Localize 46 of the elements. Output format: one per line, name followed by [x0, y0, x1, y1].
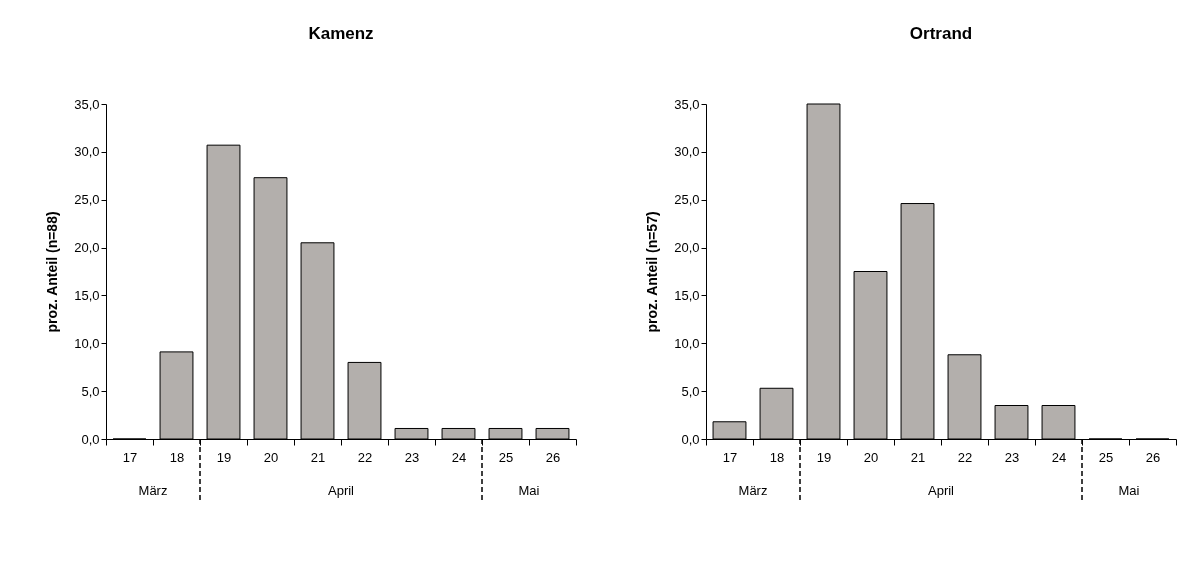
x-tick-label: 20 — [263, 449, 279, 465]
y-tick-label: 5,0 — [681, 383, 700, 399]
x-tick-label: 20 — [863, 449, 879, 465]
x-tick-label: 21 — [910, 449, 926, 465]
y-tick-label: 0,0 — [81, 431, 100, 447]
chart-title: Kamenz — [308, 24, 374, 43]
x-tick-label: 18 — [169, 449, 185, 465]
x-tick-label: 19 — [816, 449, 832, 465]
y-axis-title: proz. Anteil (n=88) — [44, 211, 61, 333]
y-tick-label: 20,0 — [674, 240, 700, 256]
text: März — [738, 483, 768, 498]
text: März — [138, 483, 168, 498]
chart-title: Ortrand — [909, 24, 973, 43]
x-tick-label: 23 — [1004, 449, 1020, 465]
x-tick-label: 17 — [722, 449, 738, 465]
y-tick-label: 20,0 — [74, 240, 100, 256]
x-tick-label: 25 — [498, 449, 514, 465]
y-tick-label: 30,0 — [74, 144, 100, 160]
x-tick-label: 26 — [1145, 449, 1161, 465]
x-tick-label: 22 — [357, 449, 373, 465]
y-tick-label: 25,0 — [674, 192, 700, 208]
y-tick-label: 25,0 — [74, 192, 100, 208]
y-tick-label: 15,0 — [674, 287, 700, 303]
text: Mai — [1118, 483, 1140, 498]
y-tick-label: 30,0 — [674, 144, 700, 160]
text: April — [327, 483, 355, 498]
x-tick-label: 21 — [310, 449, 326, 465]
x-tick-label: 25 — [1098, 449, 1114, 465]
x-tick-label: 18 — [769, 449, 785, 465]
y-tick-label: 5,0 — [81, 383, 100, 399]
x-tick-label: 23 — [404, 449, 420, 465]
y-tick-label: 10,0 — [674, 335, 700, 351]
y-tick-label: 15,0 — [74, 287, 100, 303]
x-tick-label: 17 — [122, 449, 138, 465]
y-tick-label: 35,0 — [74, 96, 100, 112]
y-tick-label: 0,0 — [681, 431, 700, 447]
y-tick-label: 35,0 — [674, 96, 700, 112]
x-tick-label: 22 — [957, 449, 973, 465]
x-tick-label: 26 — [545, 449, 561, 465]
x-tick-label: 19 — [216, 449, 232, 465]
x-tick-label: 24 — [1051, 449, 1067, 465]
x-tick-label: 24 — [451, 449, 467, 465]
y-tick-label: 10,0 — [74, 335, 100, 351]
text: Mai — [518, 483, 540, 498]
y-axis-title: proz. Anteil (n=57) — [644, 211, 661, 333]
text: April — [927, 483, 955, 498]
